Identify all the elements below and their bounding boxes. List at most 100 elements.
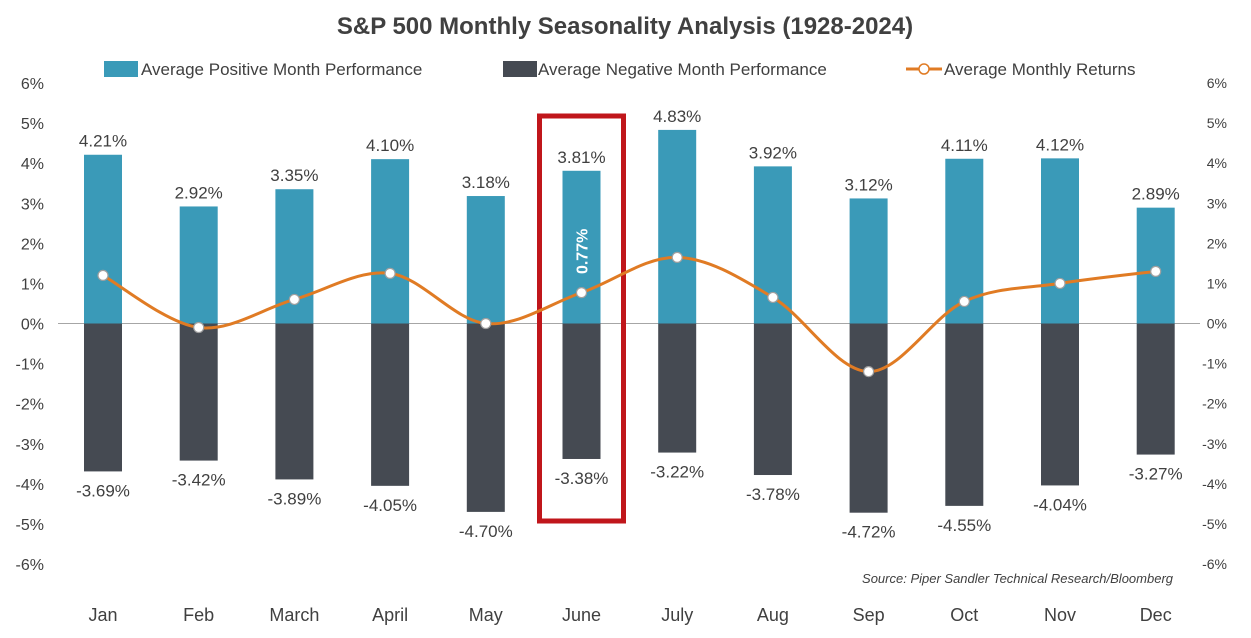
legend-swatch-positive: [104, 61, 138, 77]
right-tick-label: 0%: [1207, 316, 1227, 332]
negative-data-label: -3.22%: [650, 463, 704, 482]
positive-data-label: 3.12%: [844, 175, 892, 194]
negative-bar: [849, 323, 888, 513]
legend: Average Positive Month Performance Avera…: [104, 60, 1136, 79]
right-tick-label: -3%: [1202, 436, 1227, 452]
right-axis-ticks: 6% 5% 4% 3% 2% 1% 0% -1% -2% -3% -4% -5% -6%: [1202, 75, 1227, 572]
positive-bar: [1041, 158, 1079, 324]
positive-data-label: 2.89%: [1132, 185, 1180, 204]
returns-point: [288, 293, 300, 306]
category-label: Jan: [88, 605, 117, 625]
negative-bar: [753, 323, 792, 476]
left-tick-label: -6%: [16, 557, 44, 574]
returns-point: [958, 295, 970, 308]
positive-data-label: 3.92%: [749, 143, 797, 162]
positive-data-label: 2.92%: [175, 183, 223, 202]
legend-swatch-negative: [503, 61, 537, 77]
left-axis-ticks: 6% 5% 4% 3% 2% 1% 0% -1% -2% -3% -4% -5% -6%: [16, 76, 44, 574]
negative-data-label: -4.04%: [1033, 495, 1087, 514]
category-label: Sep: [853, 605, 885, 625]
category-label: Feb: [183, 605, 214, 625]
june-highlight-box: [537, 113, 626, 524]
negative-bars: [84, 323, 1175, 513]
returns-point: [767, 291, 779, 304]
negative-bar: [275, 323, 314, 480]
left-tick-label: 4%: [21, 156, 44, 173]
returns-point: [1054, 277, 1066, 290]
category-label: March: [269, 605, 319, 625]
negative-bar: [466, 323, 505, 512]
right-tick-label: -1%: [1202, 356, 1227, 372]
positive-bar: [849, 198, 888, 324]
right-tick-label: 1%: [1207, 275, 1227, 291]
negative-bar: [945, 323, 984, 506]
negative-data-label: -3.27%: [1129, 465, 1183, 484]
category-label: July: [661, 605, 693, 625]
positive-data-label: 4.10%: [366, 136, 414, 155]
negative-bar: [1136, 323, 1175, 455]
left-tick-label: 0%: [21, 317, 44, 334]
negative-data-label: -3.42%: [172, 471, 226, 490]
negative-data-label: -4.70%: [459, 522, 513, 541]
negative-data-label: -4.55%: [937, 516, 991, 535]
negative-bar: [658, 323, 697, 453]
negative-data-label: -4.72%: [842, 523, 896, 542]
right-tick-label: -6%: [1202, 556, 1227, 572]
negative-data-label: -3.89%: [267, 489, 321, 508]
positive-bar: [179, 206, 218, 324]
category-label: Dec: [1140, 605, 1172, 625]
legend-label-negative: Average Negative Month Performance: [538, 60, 827, 79]
left-tick-label: 1%: [21, 276, 44, 293]
positive-data-label: 3.81%: [557, 148, 605, 167]
category-label: Aug: [757, 605, 789, 625]
right-tick-label: -4%: [1202, 476, 1227, 492]
negative-data-label: -4.05%: [363, 496, 417, 515]
positive-bar-labels: 4.21% 2.92% 3.35% 4.10% 3.18% 3.81% 4.83% 3.92%…: [79, 107, 1180, 204]
negative-bar: [179, 323, 218, 461]
returns-point: [671, 251, 683, 263]
left-tick-label: 2%: [21, 236, 44, 253]
right-tick-label: 3%: [1207, 195, 1227, 211]
category-label: April: [372, 605, 408, 625]
positive-bar: [466, 196, 505, 324]
left-tick-label: 3%: [21, 196, 44, 213]
category-label: Oct: [950, 605, 978, 625]
negative-data-label: -3.78%: [746, 485, 800, 504]
left-tick-label: 6%: [21, 76, 44, 93]
returns-point: [575, 287, 588, 299]
category-label: Nov: [1044, 605, 1076, 625]
category-label: June: [562, 605, 601, 625]
negative-bar: [562, 323, 601, 459]
source-note: Source: Piper Sandler Technical Research…: [862, 571, 1174, 586]
legend-label-returns: Average Monthly Returns: [944, 60, 1136, 79]
negative-data-label: -3.69%: [76, 481, 130, 500]
returns-point: [193, 321, 205, 334]
june-return-label: 0.77%: [575, 229, 592, 274]
negative-bar: [371, 323, 410, 486]
positive-bar: [371, 159, 410, 324]
right-tick-label: -5%: [1202, 516, 1227, 532]
right-tick-label: 4%: [1207, 155, 1227, 171]
right-tick-label: 6%: [1207, 75, 1227, 91]
positive-bar: [658, 129, 697, 324]
positive-bar: [84, 154, 122, 324]
returns-line: [102, 255, 1156, 374]
right-tick-label: 5%: [1207, 115, 1227, 131]
positive-bars: [84, 129, 1175, 324]
negative-data-label: -3.38%: [555, 469, 609, 488]
returns-point: [862, 366, 875, 378]
positive-data-label: 3.18%: [462, 173, 510, 192]
returns-point: [97, 269, 109, 281]
category-label: May: [469, 605, 503, 625]
returns-point: [384, 267, 396, 279]
positive-data-label: 4.11%: [941, 136, 988, 155]
negative-bar: [84, 323, 122, 472]
positive-data-label: 4.12%: [1036, 135, 1084, 154]
legend-marker-returns: [918, 63, 930, 75]
negative-bar-labels: -3.69% -3.42% -3.89% -4.05% -4.70% -3.38% -3.2…: [76, 463, 1183, 542]
returns-points: [97, 251, 1162, 378]
left-tick-label: -1%: [16, 357, 44, 374]
left-tick-label: -2%: [16, 397, 44, 414]
category-labels: Jan Feb March April May June July Aug Sep Oct Nov D…: [88, 605, 1171, 625]
